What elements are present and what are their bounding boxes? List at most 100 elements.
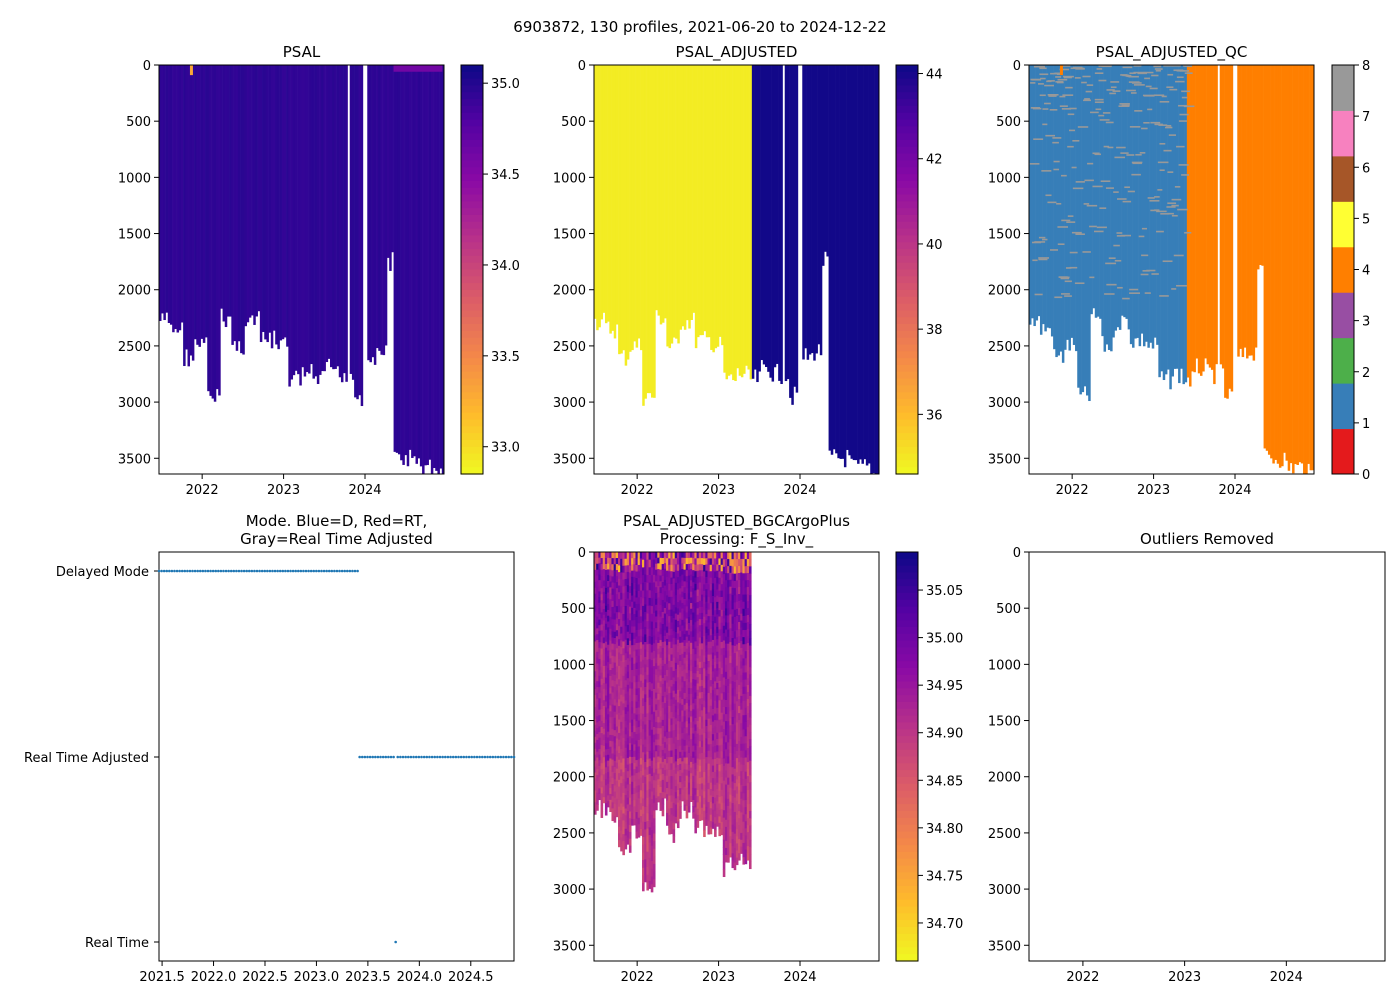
psal-adjusted-bgcargoplus-cell [690, 722, 693, 729]
mode-point [247, 569, 251, 573]
mode-point [507, 755, 511, 759]
psal-adjusted-qc-flag-cell [1171, 204, 1179, 207]
psal-adjusted-bgcargoplus-cell [604, 707, 608, 714]
psal-adjusted-bgcargoplus-cell [607, 772, 610, 779]
psal-adjusted-bgcargoplus-cell [748, 674, 752, 682]
psal-adjusted-bgcargoplus-cell [657, 745, 660, 752]
psal-adjusted-column [664, 65, 667, 319]
psal-adjusted-bgcargoplus-cell [657, 552, 660, 559]
psal-adjusted-bgcargoplus-cell [620, 735, 623, 743]
psal-adjusted-bgcargoplus-cell [639, 564, 643, 572]
psal-adjusted-qc-column [1311, 65, 1315, 471]
psal-adjusted-bgcargoplus-cell [604, 731, 608, 738]
outliers-removed-title: Outliers Removed [1140, 530, 1274, 548]
psal-adjusted-bgcargoplus-cell [685, 666, 689, 674]
psal-adjusted-bgcargoplus-cell [631, 576, 634, 584]
psal-adjusted-bgcargoplus-cell [681, 636, 684, 643]
psal-adjusted-bgcargoplus-cell [659, 651, 663, 659]
psal-adjusted-bgcargoplus-cell [594, 617, 597, 624]
psal-adjusted-qc-flag-cell [1094, 98, 1104, 101]
psal-adjusted-bgcargoplus-cell [676, 802, 680, 810]
psal-adjusted-colorbar-step [896, 289, 918, 298]
psal-adjusted-bgcargoplus-cell [740, 641, 743, 649]
psal-adjusted-bgcargoplus-cell [602, 671, 606, 678]
psal-adjusted-bgcargoplus-cell [727, 573, 730, 581]
psal-adjusted-bgcargoplus-cell [720, 629, 724, 636]
psal-column [194, 65, 197, 340]
psal-adjusted-qc-flag-cell [1084, 98, 1090, 100]
psal-adjusted-bgcargoplus-cell [631, 756, 634, 764]
mode-point [296, 569, 300, 573]
psal-adjusted-bgcargoplus-cell [668, 827, 671, 835]
psal-adjusted-bgcargoplus-cell [685, 684, 689, 692]
psal-adjusted-bgcargoplus-cell [696, 702, 700, 709]
psal-adjusted-colorbar-step [896, 385, 918, 393]
psal-column [251, 65, 254, 316]
psal-adjusted-bgcargoplus-cell [600, 624, 604, 631]
psal-adjusted-bgcargoplus-cell [709, 827, 713, 835]
psal-adjusted-column [675, 65, 678, 339]
psal-column [235, 65, 239, 351]
psal-adjusted-bgcargoplus-cell [613, 742, 617, 749]
psal-column [384, 65, 388, 346]
psal-colorbar-label: 33.5 [491, 350, 520, 365]
psal-adjusted-bgcargoplus-colorbar-step [896, 565, 918, 574]
psal-adjusted-bgcargoplus-cell [626, 698, 630, 706]
psal-adjusted-bgcargoplus-cell [694, 711, 697, 719]
psal-adjusted-column [745, 65, 748, 366]
mode-point [379, 755, 382, 759]
psal-adjusted-bgcargoplus-cell [646, 751, 649, 760]
mode-point [441, 755, 444, 759]
psal-adjusted-bgcargoplus-cell [628, 640, 632, 648]
psal-adjusted-colorbar-step [896, 405, 918, 414]
psal-adjusted-bgcargoplus-cell [600, 672, 604, 680]
psal-adjusted-bgcargoplus-cell [716, 801, 719, 809]
psal-adjusted-bgcargoplus-cell [622, 620, 625, 629]
mode-point [266, 569, 269, 573]
psal-adjusted-qc-column [1270, 65, 1273, 459]
psal-adjusted-bgcargoplus-cell [735, 850, 739, 859]
psal-adjusted-bgcargoplus-cell [611, 802, 615, 809]
psal-adjusted-column [661, 65, 665, 323]
psal-adjusted-colorbar-label: 36 [926, 408, 943, 423]
psal-adjusted-bgcargoplus-cell [622, 682, 625, 691]
psal-adjusted-bgcargoplus-cell [731, 573, 735, 582]
psal-adjusted-bgcargoplus-cell [596, 716, 599, 723]
psal-adjusted-bgcargoplus-cell [694, 775, 697, 783]
psal-adjusted-qc-flag-cell [1143, 71, 1154, 74]
psal-adjusted-bgcargoplus-cell [731, 552, 735, 560]
psal-adjusted-colorbar-step [896, 351, 918, 359]
psal-adjusted-bgcargoplus-cell [679, 673, 682, 680]
psal-adjusted-bgcargoplus-cell [711, 577, 715, 584]
psal-adjusted-bgcargoplus-cell [746, 790, 750, 798]
psal-adjusted-bgcargoplus-cell [666, 800, 669, 808]
psal-adjusted-bgcargoplus-cell [707, 705, 711, 713]
psal-adjusted-bgcargoplus-cell [628, 818, 632, 826]
psal-adjusted-bgcargoplus-cell [663, 579, 667, 586]
psal-adjusted-bgcargoplus-cell [659, 722, 663, 729]
psal-adjusted-bgcargoplus-cell [679, 697, 682, 704]
psal-adjusted-bgcargoplus-cell [639, 571, 643, 579]
psal-adjusted-bgcargoplus-cell [738, 706, 741, 714]
psal-adjusted-bgcargoplus-cell [679, 800, 682, 807]
psal-adjusted-bgcargoplus-cell [609, 675, 612, 683]
psal-adjusted-bgcargoplus-cell [600, 811, 604, 818]
psal-adjusted-bgcargoplus-colorbar-step [896, 776, 918, 785]
psal-adjusted-bgcargoplus-cell [604, 803, 608, 810]
psal-column [406, 65, 410, 467]
psal-adjusted-qc-flag-cell [1153, 65, 1162, 68]
psal-adjusted-bgcargoplus-cell [722, 655, 726, 664]
psal-adjusted-bgcargoplus-cell [648, 804, 652, 813]
psal-adjusted-qc-flag-cell [1120, 74, 1128, 76]
psal-adjusted-qc-flag-cell [1173, 254, 1184, 257]
psal-adjusted-bgcargoplus-cell [748, 645, 752, 654]
psal-adjusted-qc-column [1246, 65, 1249, 359]
psal-adjusted-bgcargoplus-cell [679, 679, 682, 686]
psal-adjusted-bgcargoplus-cell [683, 698, 687, 706]
psal-adjusted-bgcargoplus-cell [716, 714, 719, 721]
psal-adjusted-bgcargoplus-cell [722, 780, 726, 789]
psal-adjusted-bgcargoplus-cell [703, 778, 706, 786]
psal-adjusted-bgcargoplus-cell [607, 644, 610, 651]
psal-adjusted-bgcargoplus-cell [709, 776, 713, 784]
